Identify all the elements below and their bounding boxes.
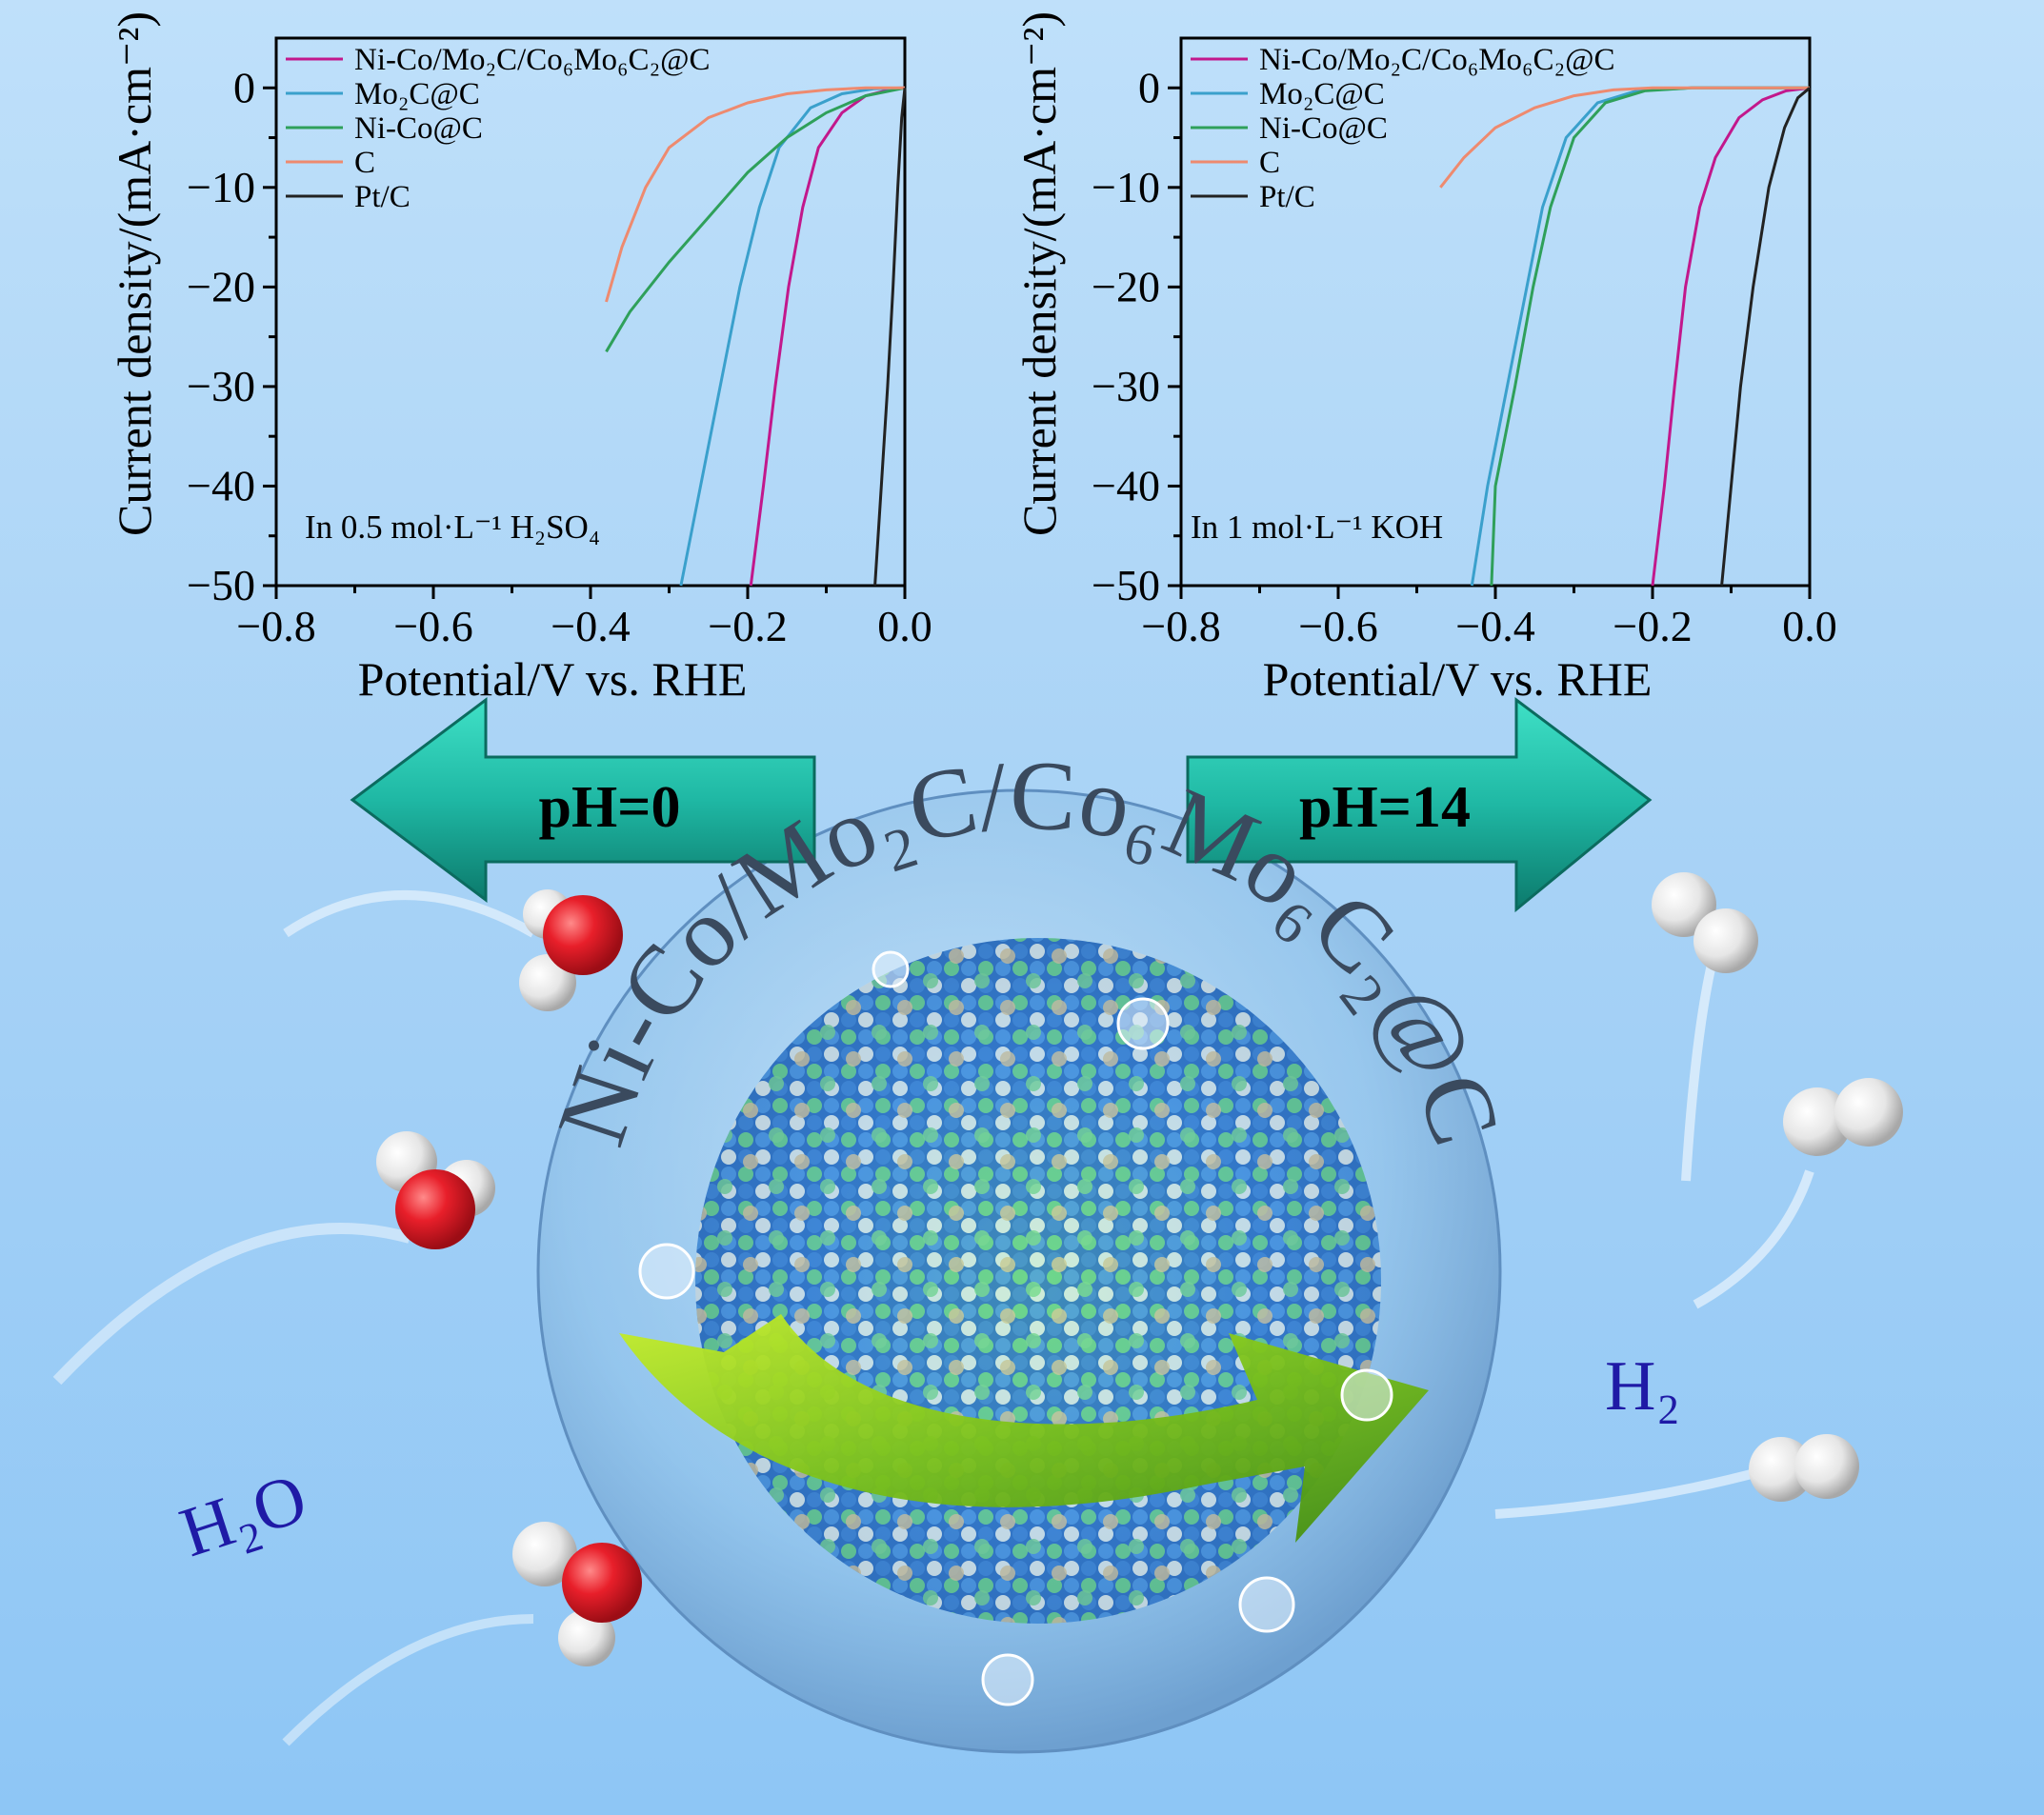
y-axis-title: Current density/(mA·cm⁻²) (1012, 11, 1066, 536)
motion-streak (52, 1223, 411, 1386)
x-tick-label: 0.0 (877, 602, 932, 650)
ph-acidic-arrow: pH=0 (350, 697, 816, 903)
reaction-arrow (619, 1314, 1429, 1543)
legend-label: Mo₂C@C (354, 77, 480, 111)
motion-streak (1681, 950, 1719, 1182)
y-tick-label: −10 (187, 163, 255, 211)
y-tick-label: −30 (187, 362, 255, 410)
y-tick-label: −50 (1092, 561, 1160, 609)
gas-bubble (1238, 1576, 1295, 1633)
hydrogen-molecule (1749, 1434, 1859, 1502)
legend-label: Mo₂C@C (1259, 77, 1385, 111)
gas-bubble (872, 950, 910, 988)
hydrogen-molecule (1652, 872, 1758, 973)
x-tick-label: −0.8 (236, 602, 315, 650)
series-line (1651, 86, 1811, 587)
legend-label: C (1259, 146, 1280, 180)
ph-acidic-label: pH=0 (538, 775, 680, 840)
hydrogen-molecule (1783, 1078, 1903, 1156)
x-axis-title: Potential/V vs. RHE (358, 652, 748, 705)
y-axis-title: Current density/(mA·cm⁻²) (108, 11, 161, 536)
x-tick-label: −0.2 (1613, 602, 1692, 650)
motion-streak (282, 1614, 534, 1746)
lsv-chart-alkaline: −0.8 −0.6 −0.4 −0.2 0.0 0 −10 −20 −30 −40 −50 Poten… (1012, 11, 1837, 705)
x-tick-label: 0.0 (1782, 602, 1837, 650)
series-line (679, 86, 906, 587)
series-line (1720, 87, 1811, 587)
y-tick-label: 0 (1138, 63, 1160, 111)
gas-bubble (1340, 1368, 1393, 1422)
series-line (1490, 86, 1810, 587)
y-tick-label: −10 (1092, 163, 1160, 211)
y-tick-label: −50 (187, 561, 255, 609)
legend-label: Pt/C (354, 180, 411, 214)
series-line (605, 86, 905, 303)
x-axis-title: Potential/V vs. RHE (1263, 652, 1653, 705)
product-label: H₂ (1605, 1347, 1680, 1426)
series-line (605, 86, 906, 353)
legend-label: Ni-Co/Mo₂C/Co₆Mo₆C₂@C (354, 43, 710, 77)
y-tick-label: −40 (1092, 461, 1160, 509)
gas-bubble (981, 1653, 1034, 1706)
ph-alkaline-arrow: pH=14 (1186, 697, 1653, 913)
legend-label: Ni-Co@C (354, 111, 483, 146)
water-molecule (376, 1131, 495, 1249)
legend-label: C (354, 146, 375, 180)
x-tick-label: −0.4 (1455, 602, 1534, 650)
y-tick-label: −20 (187, 262, 255, 310)
series-line (1439, 86, 1810, 189)
y-tick-label: 0 (233, 63, 255, 111)
y-tick-label: −40 (187, 461, 255, 509)
x-tick-label: −0.4 (551, 602, 630, 650)
series-line (1470, 86, 1810, 587)
x-tick-label: −0.6 (393, 602, 472, 650)
y-tick-label: −30 (1092, 362, 1160, 410)
gas-bubble (1116, 997, 1170, 1050)
ph-alkaline-label: pH=14 (1299, 775, 1471, 840)
series-line (873, 88, 907, 587)
legend-label: Ni-Co@C (1259, 111, 1388, 146)
y-tick-label: −20 (1092, 262, 1160, 310)
gas-bubble (638, 1243, 695, 1300)
legend-label: Ni-Co/Mo₂C/Co₆Mo₆C₂@C (1259, 43, 1614, 77)
motion-streak (1494, 1466, 1764, 1519)
x-tick-label: −0.8 (1141, 602, 1220, 650)
reactant-label: H₂O (171, 1459, 316, 1572)
water-molecule (519, 889, 623, 1011)
electrolyte-annotation: In 0.5 mol·L⁻¹ H₂SO₄ (305, 509, 600, 546)
legend-label: Pt/C (1259, 180, 1315, 214)
water-molecule (512, 1522, 642, 1666)
x-tick-label: −0.2 (708, 602, 787, 650)
electrolyte-annotation: In 1 mol·L⁻¹ KOH (1191, 509, 1443, 546)
lsv-chart-acidic: −0.8 −0.6 −0.4 −0.2 0.0 0 −10 −20 −30 −40 −50 Poten… (108, 11, 932, 705)
x-tick-label: −0.6 (1298, 602, 1377, 650)
motion-streak (1693, 1169, 1814, 1309)
motion-streak (283, 890, 536, 938)
